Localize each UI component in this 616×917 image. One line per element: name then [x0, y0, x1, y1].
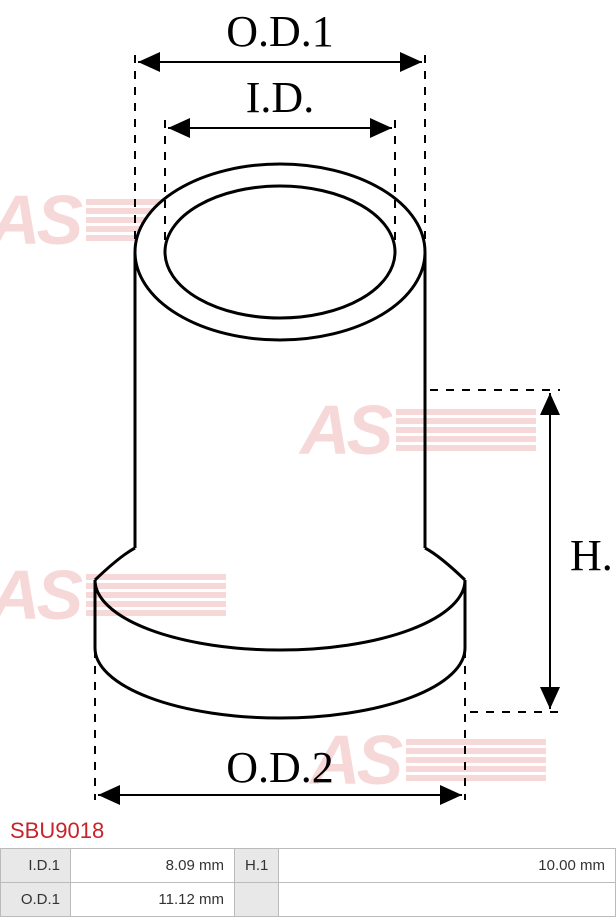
label-od2: O.D.2	[226, 743, 334, 792]
spec-value: 11.12 mm	[71, 883, 235, 917]
label-od1: O.D.1	[226, 7, 334, 56]
spec-value	[279, 883, 616, 917]
technical-drawing: AS AS AS AS	[0, 0, 616, 810]
table-row: O.D.1 11.12 mm	[1, 883, 616, 917]
spec-label	[235, 883, 279, 917]
spec-label: O.D.1	[1, 883, 71, 917]
label-h1: H.1	[570, 531, 616, 580]
table-row: I.D.1 8.09 mm H.1 10.00 mm	[1, 849, 616, 883]
spec-value: 10.00 mm	[279, 849, 616, 883]
label-id: I.D.	[246, 73, 314, 122]
bushing-svg: O.D.1 I.D. O.D.2 H.1	[0, 0, 616, 810]
spec-label: H.1	[235, 849, 279, 883]
spec-value: 8.09 mm	[71, 849, 235, 883]
spec-label: I.D.1	[1, 849, 71, 883]
part-number: SBU9018	[0, 810, 616, 848]
